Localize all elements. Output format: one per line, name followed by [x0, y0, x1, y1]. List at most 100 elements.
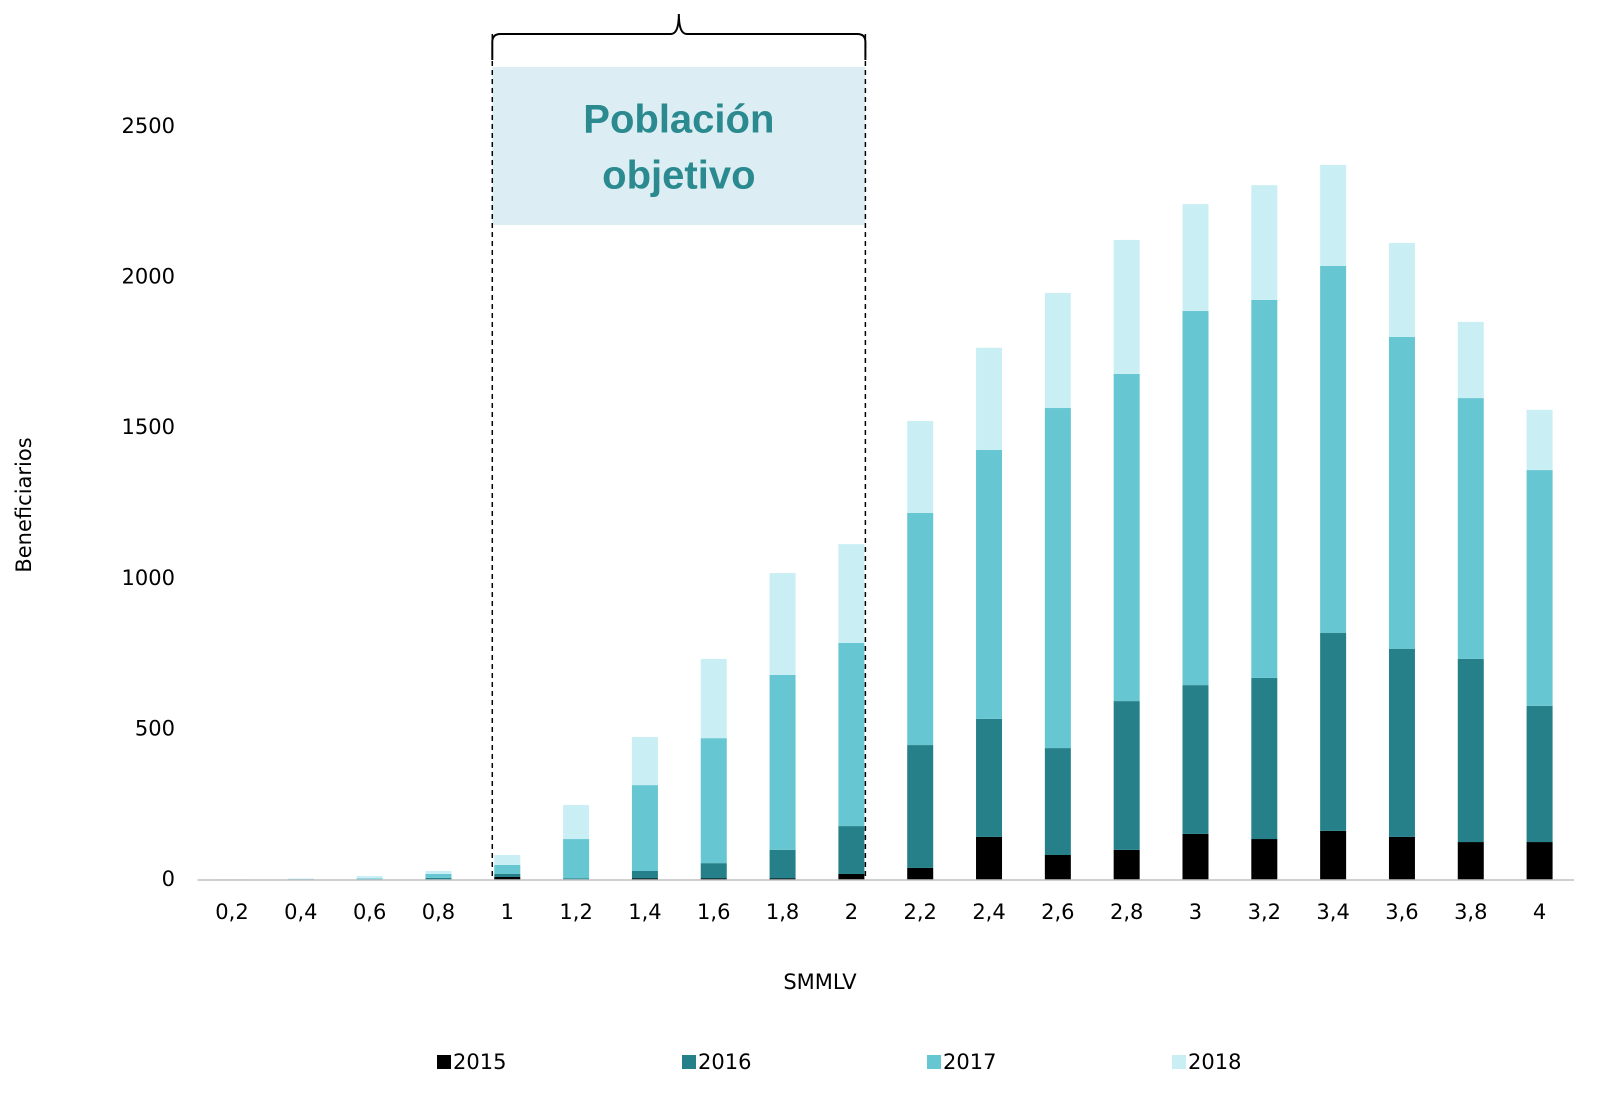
bar-segment: [563, 878, 590, 880]
bar-segment: [563, 839, 590, 879]
x-tick-label: 2,2: [904, 900, 937, 924]
bar-segment: [838, 642, 865, 827]
bar-segment: [631, 870, 658, 879]
bar-segment: [287, 878, 314, 880]
bar-segment: [1182, 685, 1209, 834]
legend-label: 2016: [698, 1050, 751, 1074]
x-tick-label: 0,8: [422, 900, 455, 924]
bar-segment: [1251, 185, 1278, 300]
bar-segment: [769, 878, 796, 880]
bar-segment: [631, 878, 658, 880]
bar-segment: [494, 873, 521, 877]
bar-segment: [907, 420, 934, 513]
legend-label: 2017: [943, 1050, 996, 1074]
bar-segment: [1388, 836, 1415, 880]
bar-segment: [769, 849, 796, 879]
bar-segment: [1526, 842, 1553, 880]
y-axis-label: Beneficiarios: [12, 437, 36, 572]
x-tick-label: 3,6: [1385, 900, 1418, 924]
bar-segment: [1526, 705, 1553, 843]
bar-segment: [1457, 398, 1484, 659]
bar-segment: [1320, 164, 1347, 266]
legend-swatch: [927, 1055, 941, 1069]
x-tick-label: 3: [1189, 900, 1202, 924]
bar-segment: [907, 745, 934, 868]
bar-segment: [976, 836, 1003, 880]
legend-swatch: [682, 1055, 696, 1069]
bracket: [491, 13, 867, 60]
bar-segment: [1182, 311, 1209, 686]
bar-segment: [631, 785, 658, 871]
bar-segment: [976, 449, 1003, 719]
bar-segment: [356, 878, 383, 880]
y-tick-label: 0: [162, 867, 175, 891]
bar-segment: [425, 877, 452, 880]
bar-segment: [700, 878, 727, 880]
bar-segment: [1526, 409, 1553, 471]
bar-segment: [1044, 748, 1071, 856]
bar-segment: [907, 867, 934, 880]
bar-segment: [1457, 321, 1484, 399]
x-tick-label: 2,4: [972, 900, 1005, 924]
bar-segment: [769, 573, 796, 675]
bar-segment: [838, 544, 865, 643]
bar-segment: [1320, 830, 1347, 880]
legend-label: 2018: [1188, 1050, 1241, 1074]
bar-segment: [494, 876, 521, 880]
bar-segment: [1320, 265, 1347, 634]
bar-segment: [1044, 855, 1071, 880]
x-tick-label: 0,6: [353, 900, 386, 924]
bar-segment: [1388, 336, 1415, 649]
bar-segment: [1251, 299, 1278, 678]
x-tick-label: 1,8: [766, 900, 799, 924]
bar-segment: [425, 870, 452, 874]
x-axis-label: SMMLV: [783, 970, 857, 994]
x-tick-label: 2: [845, 900, 858, 924]
y-tick-label: 1000: [122, 566, 175, 590]
x-tick-label: 0,4: [284, 900, 317, 924]
bar-segment: [1113, 373, 1140, 702]
bar-segment: [1457, 842, 1484, 880]
x-tick-label: 1: [501, 900, 514, 924]
bar-segment: [1251, 839, 1278, 880]
x-tick-label: 1,4: [628, 900, 661, 924]
x-tick-label: 4: [1533, 900, 1546, 924]
annotation-text: Población: [583, 98, 774, 142]
bar-segment: [1113, 239, 1140, 374]
bar-segment: [976, 347, 1003, 450]
bar-segment: [700, 863, 727, 879]
bar-segment: [976, 718, 1003, 837]
bar-segment: [1457, 658, 1484, 843]
bar-segment: [631, 736, 658, 786]
bar-segment: [1182, 833, 1209, 880]
y-tick-label: 2500: [122, 114, 175, 138]
x-tick-label: 3,2: [1248, 900, 1281, 924]
y-tick-label: 500: [135, 716, 175, 740]
legend-swatch: [1172, 1055, 1186, 1069]
x-tick-label: 3,8: [1454, 900, 1487, 924]
annotation-box: [492, 67, 866, 225]
bar-segment: [425, 873, 452, 878]
bar-segment: [1251, 677, 1278, 840]
bar-segment: [563, 805, 590, 840]
bar-segment: [1113, 849, 1140, 880]
x-tick-label: 2,6: [1041, 900, 1074, 924]
legend-label: 2015: [453, 1050, 506, 1074]
bar-segment: [494, 855, 521, 865]
bar-segment: [769, 674, 796, 850]
x-tick-label: 3,4: [1316, 900, 1349, 924]
x-tick-label: 1,2: [559, 900, 592, 924]
bar-segment: [907, 512, 934, 746]
bar-segment: [838, 826, 865, 874]
bar-segment: [1113, 701, 1140, 850]
bar-segment: [1320, 633, 1347, 831]
bar-segment: [1526, 470, 1553, 706]
bar-segment: [700, 658, 727, 739]
x-tick-label: 0,2: [215, 900, 248, 924]
y-tick-label: 1500: [122, 415, 175, 439]
bar-segment: [494, 864, 521, 874]
bar-segment: [1388, 242, 1415, 337]
legend-swatch: [437, 1055, 451, 1069]
bar-segment: [1044, 292, 1071, 409]
